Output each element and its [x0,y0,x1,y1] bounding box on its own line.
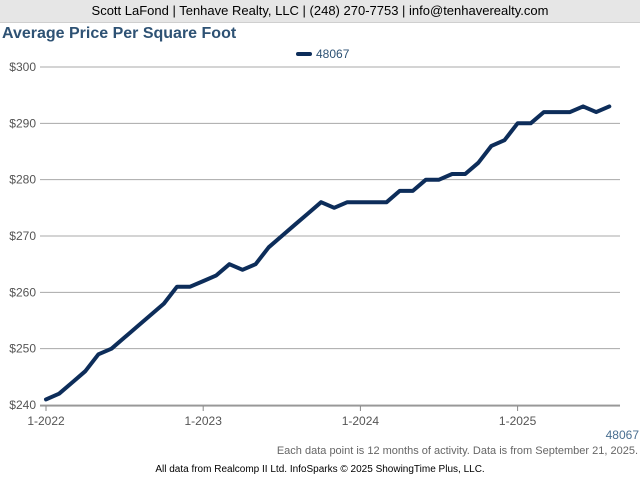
y-tick-label: $240 [9,398,36,412]
y-tick-label: $260 [9,285,36,299]
y-tick-label: $270 [9,229,36,243]
y-tick-label: $290 [9,116,36,130]
x-tick-label: 1-2023 [185,414,223,428]
chart-title: Average Price Per Square Foot [2,25,237,42]
y-tick-label: $280 [9,173,36,187]
series-end-label: 48067 [605,428,639,442]
y-tick-label: $300 [9,60,36,74]
source-credit: All data from Realcomp II Ltd. InfoSpark… [155,464,485,475]
x-tick-label: 1-2024 [342,414,380,428]
series-line-48067 [44,104,612,402]
contact-header: Scott LaFond | Tenhave Realty, LLC | (24… [0,0,640,23]
legend-swatch [296,52,312,56]
x-tick-label: 1-2025 [499,414,537,428]
y-tick-label: $250 [9,342,36,356]
footnote: Each data point is 12 months of activity… [276,445,638,457]
x-tick-label: 1-2022 [27,414,65,428]
legend: 48067 [296,47,349,61]
legend-label: 48067 [316,47,350,61]
